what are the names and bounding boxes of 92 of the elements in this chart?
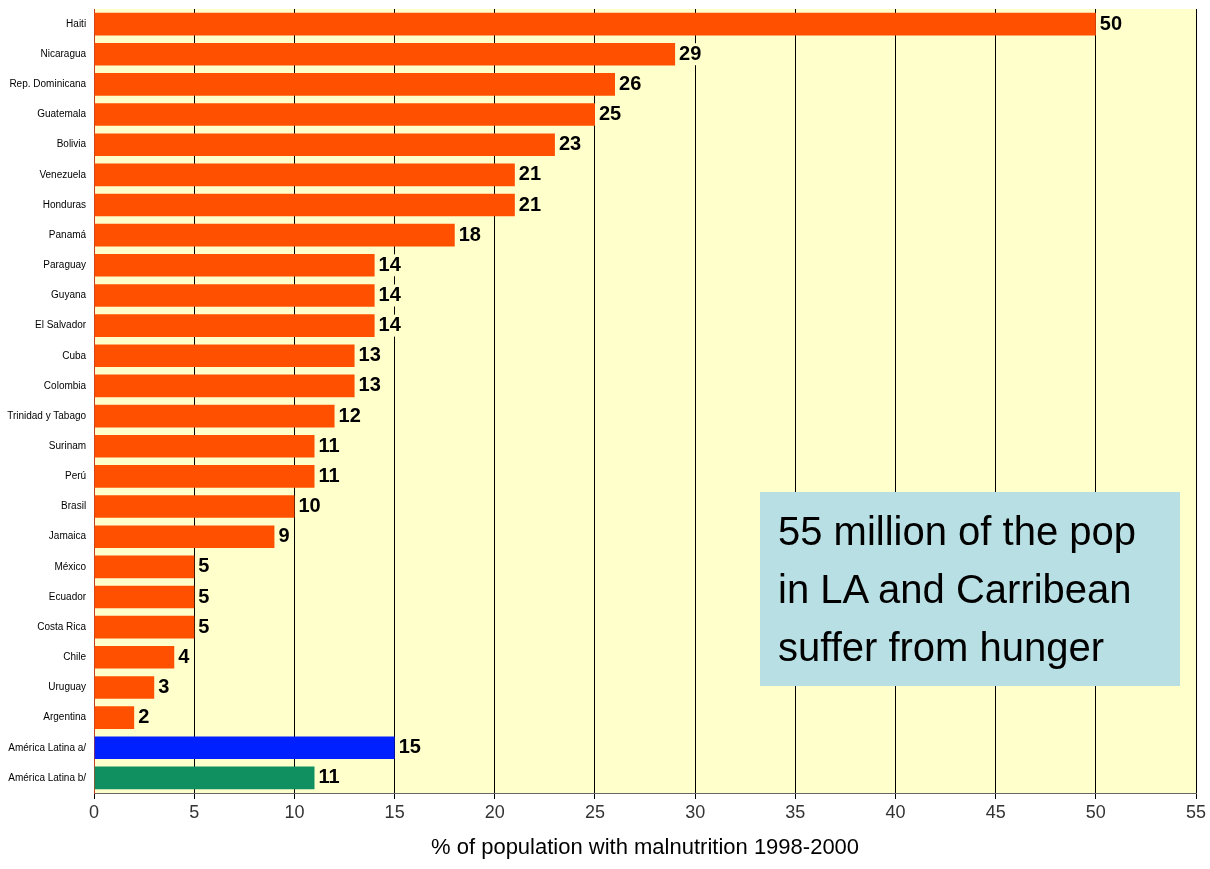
y-tick-label: El Salvador (34, 319, 87, 331)
x-tick-label: 55 (1185, 801, 1207, 822)
y-tick-label: Panamá (48, 228, 87, 240)
bar (94, 163, 515, 187)
data-label: 9 (278, 524, 290, 547)
data-label: 11 (318, 433, 340, 456)
y-tick-label: Costa Rica (37, 620, 87, 632)
data-label: 10 (298, 494, 321, 517)
y-tick-label: Chile (63, 651, 87, 663)
x-tick-label: 10 (284, 801, 305, 822)
data-label: 12 (338, 403, 361, 426)
x-tick-label: 0 (89, 801, 100, 822)
y-tick-label: Honduras (42, 198, 87, 210)
data-label: 5 (198, 584, 210, 607)
data-label: 15 (398, 735, 421, 758)
y-tick-label: Bolivia (56, 138, 87, 150)
bar (94, 706, 135, 729)
y-tick-label: Guyana (51, 289, 87, 301)
bar (94, 615, 195, 639)
x-tick-label: 40 (885, 801, 906, 822)
data-label: 5 (198, 554, 210, 577)
bar (94, 223, 455, 247)
bar (94, 193, 515, 217)
data-label: 29 (679, 41, 702, 64)
data-label: 26 (619, 71, 642, 94)
bar (94, 73, 616, 96)
y-tick-label: Rep. Dominicana (9, 78, 87, 90)
y-tick-label: Cuba (62, 349, 87, 361)
bar (94, 434, 315, 458)
y-tick-label: Surinam (48, 439, 87, 451)
bar (94, 736, 395, 760)
bar (94, 465, 315, 488)
data-label: 2 (138, 705, 150, 728)
bar (94, 585, 195, 609)
bar (94, 525, 275, 548)
x-tick-label: 30 (685, 801, 706, 822)
bar (94, 103, 595, 126)
data-label: 11 (318, 765, 340, 788)
bar (94, 374, 355, 398)
y-tick-label: Nicaragua (40, 47, 87, 59)
data-label: 14 (378, 252, 402, 275)
data-label: 3 (158, 674, 170, 697)
y-tick-label: América Latina a/ (8, 741, 87, 753)
data-label: 18 (458, 222, 481, 245)
data-label: 11 (318, 463, 340, 486)
y-tick-label: Colombia (43, 379, 87, 391)
x-tick-label: 25 (584, 801, 605, 822)
bar (94, 284, 375, 307)
bar (94, 495, 295, 518)
bar (94, 254, 375, 277)
bar (94, 404, 335, 428)
data-label: 4 (178, 644, 191, 667)
y-tick-label: América Latina b/ (8, 771, 87, 783)
y-tick-label: México (54, 560, 87, 572)
bar (94, 42, 676, 66)
data-label: 25 (598, 102, 622, 125)
bar (94, 344, 355, 368)
bar (94, 646, 175, 669)
data-label: 23 (558, 132, 582, 155)
x-tick-label: 5 (189, 801, 200, 822)
x-tick-label: 45 (985, 801, 1006, 822)
y-tick-label: Paraguay (43, 259, 87, 271)
bar (94, 766, 315, 790)
annotation: 55 million of the pop in LA and Carribean suffer from hunger (760, 492, 1180, 686)
y-tick-label: Perú (65, 470, 87, 482)
x-tick-label: 35 (785, 801, 806, 822)
y-tick-label: Guatemala (37, 108, 87, 120)
data-label: 21 (518, 192, 542, 215)
bar (94, 133, 555, 156)
x-tick-label: 20 (484, 801, 505, 822)
bar (94, 314, 375, 337)
x-tick-label: 15 (384, 801, 405, 822)
x-tick-label: 50 (1085, 801, 1106, 822)
y-tick-label: Jamaica (48, 530, 87, 542)
data-label: 13 (358, 373, 381, 396)
y-tick-label: Ecuador (48, 590, 87, 602)
y-tick-label: Brasil (61, 500, 87, 512)
y-tick-label: Uruguay (48, 681, 87, 693)
data-label: 14 (378, 313, 402, 336)
data-label: 21 (518, 162, 542, 185)
bar (94, 676, 155, 699)
data-label: 13 (358, 343, 381, 366)
data-label: 5 (198, 614, 210, 637)
y-tick-label: Venezuela (39, 168, 87, 180)
y-tick-label: Argentina (43, 711, 87, 723)
data-label: 14 (378, 282, 402, 305)
bar (94, 555, 195, 579)
data-label: 50 (1099, 11, 1123, 34)
x-axis-title: % of population with malnutrition 1998-2000 (431, 833, 860, 859)
y-tick-label: Trinidad y Tabago (7, 409, 87, 421)
bar (94, 12, 1096, 36)
y-tick-label: Haiti (66, 17, 87, 29)
